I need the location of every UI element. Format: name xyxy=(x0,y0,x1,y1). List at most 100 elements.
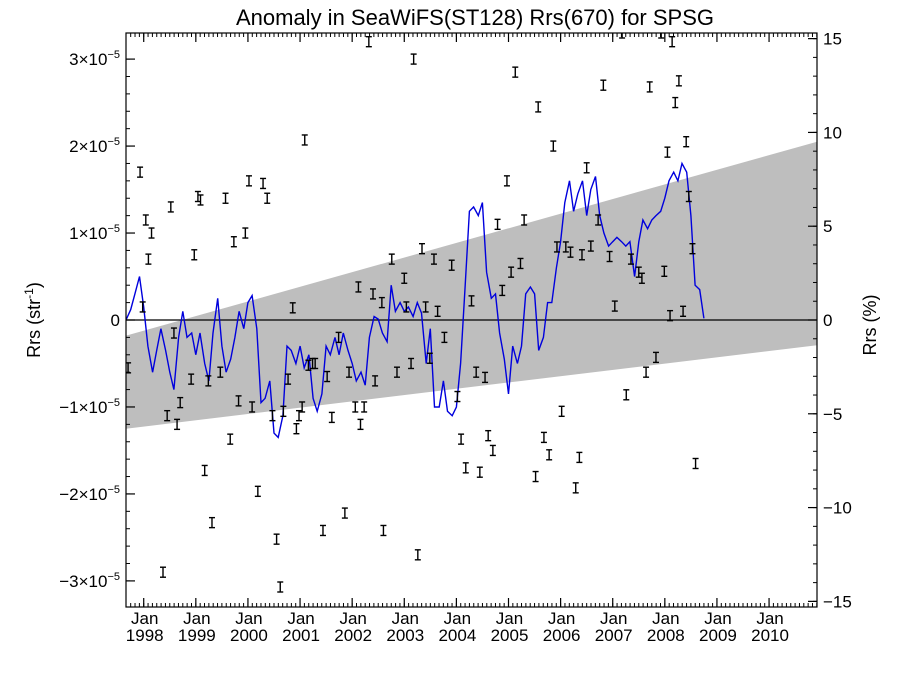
y-tick-label-left: −2×10−5 xyxy=(59,484,120,504)
anomaly-point xyxy=(235,395,242,407)
anomaly-point xyxy=(145,253,152,265)
y-tick-label-mantissa: −1×10 xyxy=(59,398,107,417)
anomaly-point xyxy=(201,464,208,477)
anomaly-point xyxy=(388,253,395,265)
y-tick-label-exponent: −5 xyxy=(107,223,120,235)
anomaly-point xyxy=(197,194,204,206)
anomaly-point xyxy=(245,175,252,187)
anomaly-point xyxy=(499,284,506,297)
anomaly-point xyxy=(217,366,224,378)
anomaly-point xyxy=(260,177,267,190)
anomaly-point xyxy=(683,136,690,148)
y-axis-label-left-prefix: Rrs (str xyxy=(24,299,44,358)
anomaly-point xyxy=(365,35,372,48)
x-tick-label-month: Jan xyxy=(444,609,471,628)
anomaly-point xyxy=(434,305,441,318)
x-tick-label-month: Jan xyxy=(756,609,783,628)
anomaly-point xyxy=(205,375,212,387)
anomaly-point xyxy=(164,409,171,422)
x-tick-label-year: 2000 xyxy=(230,626,268,645)
anomaly-point xyxy=(254,485,261,498)
anomaly-point xyxy=(426,352,433,364)
x-tick-label-month: Jan xyxy=(392,609,419,628)
anomaly-point xyxy=(361,401,368,413)
anomaly-point xyxy=(583,162,590,174)
anomaly-point xyxy=(188,373,195,385)
anomaly-point xyxy=(567,246,574,258)
x-tick-label-month: Jan xyxy=(287,609,314,628)
anomaly-point xyxy=(393,366,400,378)
anomaly-point xyxy=(606,250,613,263)
anomaly-point xyxy=(280,405,287,418)
y-tick-label-left: −1×10−5 xyxy=(59,397,120,417)
x-tick-label-year: 2004 xyxy=(438,626,476,645)
x-tick-label-year: 1998 xyxy=(126,626,164,645)
anomaly-point xyxy=(623,389,630,401)
anomaly-point xyxy=(619,33,626,39)
y-tick-label-exponent: −5 xyxy=(107,397,120,409)
anomaly-point xyxy=(675,75,682,87)
anomaly-point xyxy=(422,301,429,313)
anomaly-point xyxy=(595,214,602,226)
anomaly-point xyxy=(494,218,501,231)
anomaly-point xyxy=(357,418,364,431)
anomaly-point xyxy=(692,457,699,470)
anomaly-point xyxy=(458,433,465,445)
y-tick-label-mantissa: 0 xyxy=(111,311,120,330)
y-tick-label-exponent: −5 xyxy=(107,136,120,148)
anomaly-point xyxy=(296,409,303,422)
anomaly-point xyxy=(473,366,480,378)
x-tick-label-year: 2008 xyxy=(647,626,685,645)
anomaly-point xyxy=(328,411,335,424)
x-tick-label-year: 2010 xyxy=(751,626,789,645)
y-tick-label-mantissa: 3×10 xyxy=(69,50,107,69)
x-tick-label-year: 1999 xyxy=(178,626,216,645)
plot-clip-group xyxy=(126,33,817,593)
y-tick-label-mantissa: 2×10 xyxy=(69,137,107,156)
anomaly-point xyxy=(587,240,594,252)
anomaly-point xyxy=(355,281,362,293)
anomaly-point xyxy=(277,581,284,593)
anomaly-point xyxy=(142,214,149,226)
anomaly-point xyxy=(319,524,326,537)
anomaly-point xyxy=(535,101,542,113)
x-tick-label-month: Jan xyxy=(652,609,679,628)
y-tick-label-mantissa: 1×10 xyxy=(69,224,107,243)
anomaly-point xyxy=(401,272,408,284)
anomaly-point xyxy=(441,331,448,344)
anomaly-point xyxy=(558,405,565,418)
anomaly-point xyxy=(312,357,319,370)
y-tick-label-exponent: −5 xyxy=(107,571,120,583)
anomaly-point xyxy=(485,429,492,442)
x-tick-label-year: 2003 xyxy=(386,626,424,645)
anomaly-point xyxy=(652,351,659,364)
anomaly-point xyxy=(301,134,308,146)
anomaly-point xyxy=(341,507,348,519)
x-tick-label-year: 2005 xyxy=(491,626,529,645)
anomaly-point xyxy=(159,566,166,578)
anomaly-point xyxy=(289,302,296,314)
anomaly-point xyxy=(572,482,579,494)
anomaly-point xyxy=(658,33,665,39)
anomaly-point xyxy=(672,96,679,109)
anomaly-point xyxy=(600,79,607,91)
anomaly-point xyxy=(222,192,229,204)
anomaly-point xyxy=(264,192,271,204)
anomaly-point xyxy=(352,401,359,413)
anomaly-point xyxy=(680,305,687,318)
anomaly-point xyxy=(503,175,510,187)
smoothed-series-line xyxy=(126,161,705,439)
y-tick-label-right: 5 xyxy=(823,217,832,236)
anomaly-point xyxy=(293,423,300,435)
y-axis-label-left: Rrs (str-1) xyxy=(22,282,44,358)
anomaly-point xyxy=(482,371,489,384)
x-tick-label-year: 2002 xyxy=(334,626,372,645)
anomaly-point xyxy=(532,470,539,483)
y-tick-label-right: 0 xyxy=(823,311,832,330)
anomaly-point xyxy=(208,516,215,529)
x-tick-label-month: Jan xyxy=(131,609,158,628)
y-tick-label-exponent: −5 xyxy=(107,49,120,61)
anomaly-point xyxy=(562,241,569,253)
anomaly-point xyxy=(408,357,415,370)
